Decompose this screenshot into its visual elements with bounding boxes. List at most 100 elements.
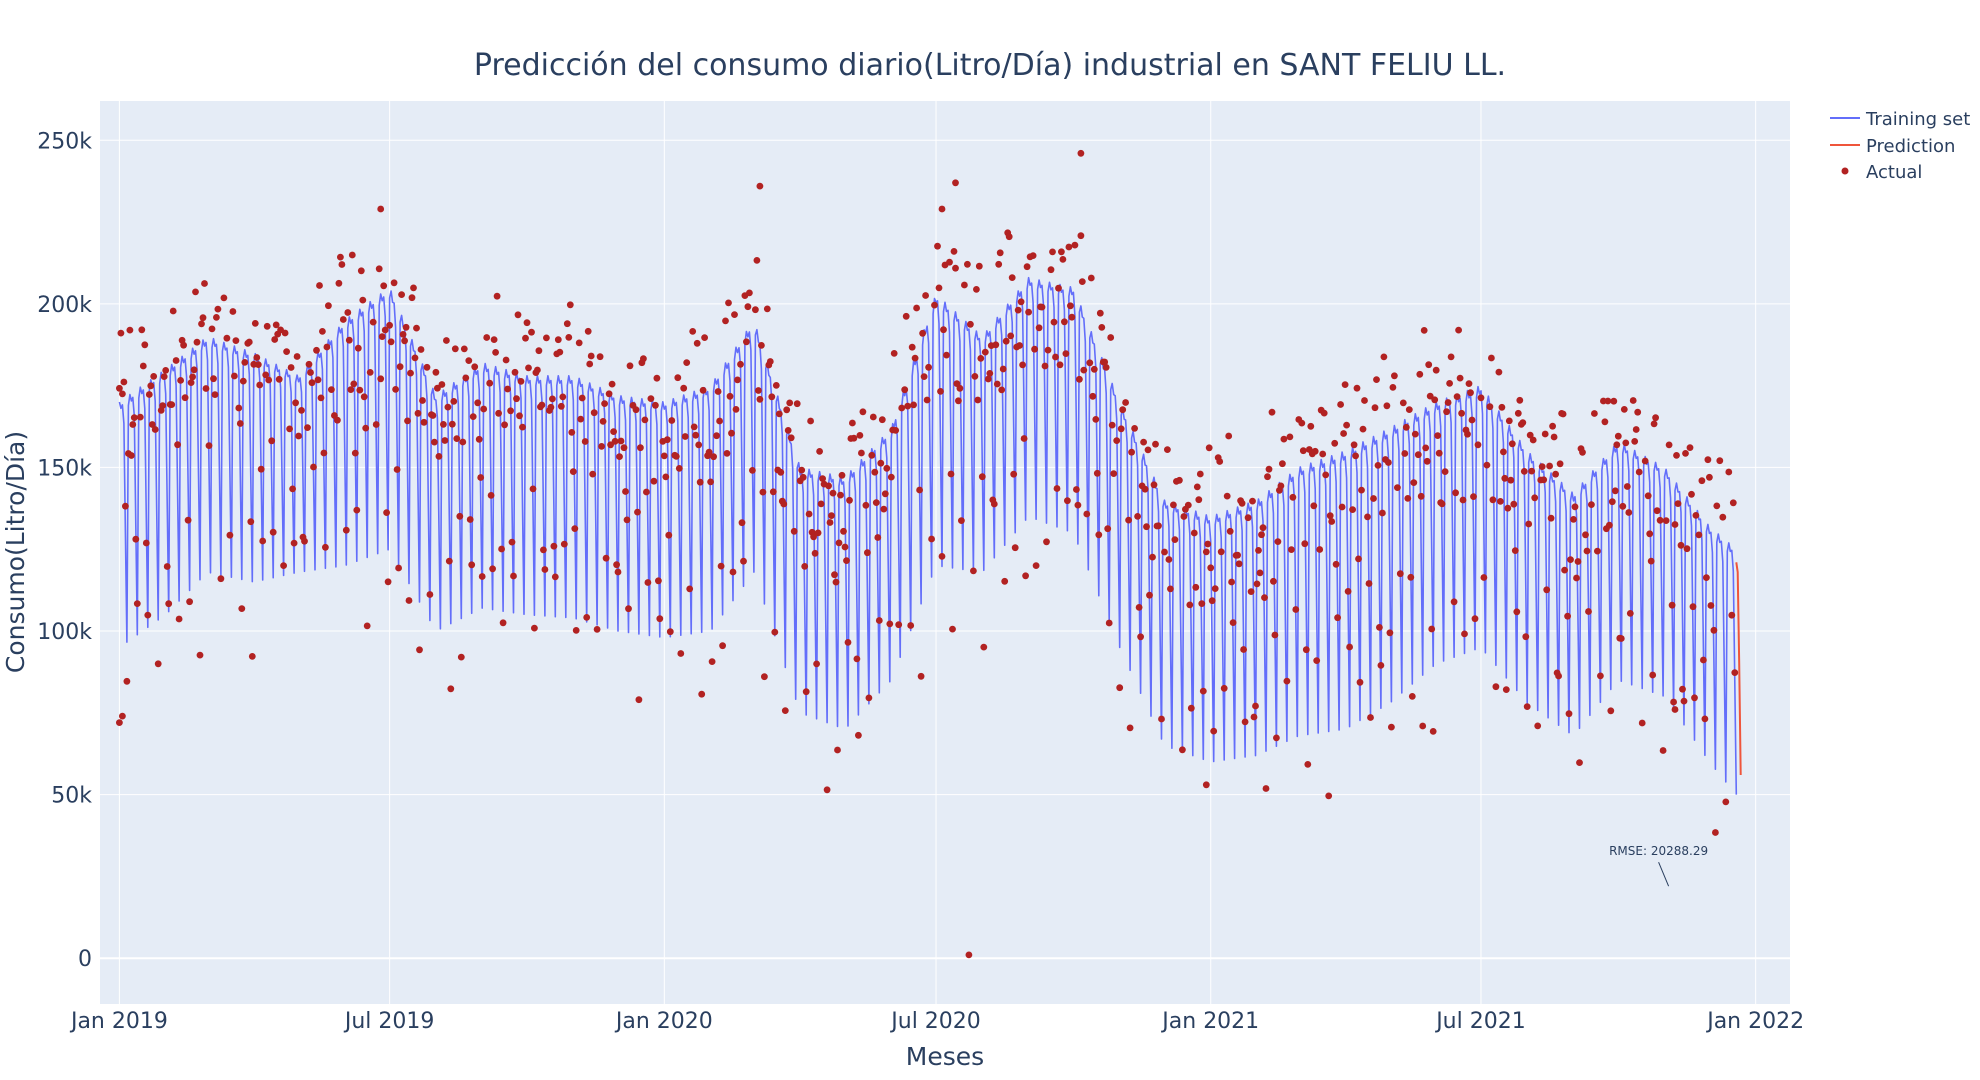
actual-point (801, 563, 809, 570)
y-tick-label: 150k (37, 456, 92, 481)
actual-point (1211, 585, 1219, 592)
y-axis-title: Consumo(Litro/Día) (1, 431, 30, 673)
actual-point (777, 468, 785, 476)
actual-point (1165, 556, 1173, 563)
actual-point (1077, 149, 1085, 157)
actual-point (1058, 248, 1065, 256)
actual-point (1529, 436, 1537, 444)
actual-point (1588, 501, 1595, 508)
actual-point (1703, 574, 1710, 581)
actual-point (1125, 516, 1132, 524)
actual-point (502, 356, 510, 364)
actual-point (241, 359, 249, 366)
actual-point (1167, 585, 1174, 593)
actual-point (117, 329, 125, 337)
y-tick-label: 50k (51, 784, 92, 809)
actual-point (519, 423, 526, 431)
actual-point (1410, 479, 1418, 486)
actual-point (345, 336, 353, 344)
actual-point (1464, 430, 1471, 438)
actual-point (1344, 588, 1352, 595)
actual-point (1579, 448, 1586, 456)
actual-point (1520, 468, 1528, 475)
actual-point (138, 326, 146, 334)
legend-item-actual[interactable]: Actual (1841, 162, 1923, 183)
legend-item-prediction[interactable]: Prediction (1830, 136, 1955, 157)
actual-point (819, 475, 826, 482)
actual-point (432, 368, 440, 376)
actual-point (1604, 397, 1612, 405)
actual-point (1373, 376, 1380, 383)
actual-point (1688, 490, 1695, 498)
actual-point (961, 281, 968, 289)
actual-point (1171, 536, 1179, 543)
actual-point (1310, 502, 1318, 510)
actual-point (756, 182, 764, 190)
actual-point (1108, 421, 1116, 429)
actual-point (841, 543, 849, 551)
actual-point (557, 402, 565, 410)
actual-point (1401, 450, 1409, 457)
actual-point (910, 401, 917, 409)
actual-point (293, 353, 301, 360)
actual-point (1652, 414, 1659, 422)
actual-point (846, 496, 853, 504)
actual-point (1420, 327, 1428, 334)
actual-point (1428, 625, 1436, 633)
actual-point (641, 416, 649, 424)
actual-point (119, 712, 126, 720)
actual-point (1710, 626, 1718, 634)
actual-point (713, 432, 720, 440)
actual-point (440, 421, 447, 428)
actual-point (474, 399, 482, 407)
actual-point (363, 622, 371, 630)
actual-point (447, 685, 455, 693)
actual-point (1064, 497, 1071, 505)
actual-point (980, 643, 988, 651)
actual-point (1429, 728, 1437, 735)
actual-point (366, 369, 374, 376)
actual-point (952, 264, 959, 272)
actual-point (265, 376, 273, 384)
actual-point (826, 519, 834, 526)
actual-point (919, 329, 926, 337)
prediction-line (1735, 562, 1742, 776)
actual-point (1229, 619, 1237, 626)
actual-point (575, 339, 583, 347)
actual-point (938, 205, 946, 213)
actual-point (1541, 430, 1549, 438)
actual-point (1631, 438, 1639, 445)
actual-point (816, 448, 823, 455)
actual-point (410, 284, 417, 292)
actual-point (1486, 403, 1494, 411)
actual-point (1020, 435, 1028, 442)
actual-point (1682, 450, 1689, 457)
actual-point (1477, 394, 1485, 402)
actual-point (578, 394, 586, 402)
actual-point (354, 344, 362, 352)
actual-point (566, 301, 574, 309)
actual-point (543, 334, 550, 342)
actual-point (1374, 462, 1382, 469)
actual-point (1144, 446, 1152, 454)
actual-point (668, 417, 676, 424)
actual-point (1502, 686, 1510, 693)
actual-point (287, 364, 295, 371)
actual-point (1543, 586, 1551, 594)
actual-point (955, 397, 962, 405)
actual-point (192, 288, 199, 296)
actual-point (1571, 503, 1579, 511)
actual-point (862, 501, 870, 509)
legend-item-training-set[interactable]: Training set (1830, 109, 1970, 130)
actual-point (1007, 332, 1015, 340)
actual-point (550, 542, 558, 550)
actual-point (705, 448, 713, 456)
actual-point (1043, 538, 1050, 546)
actual-point (469, 413, 477, 420)
actual-point (459, 438, 467, 446)
actual-point (931, 301, 938, 309)
actual-point (643, 488, 650, 496)
actual-point (531, 624, 538, 632)
actual-point (871, 468, 879, 476)
actual-point (1386, 629, 1394, 637)
